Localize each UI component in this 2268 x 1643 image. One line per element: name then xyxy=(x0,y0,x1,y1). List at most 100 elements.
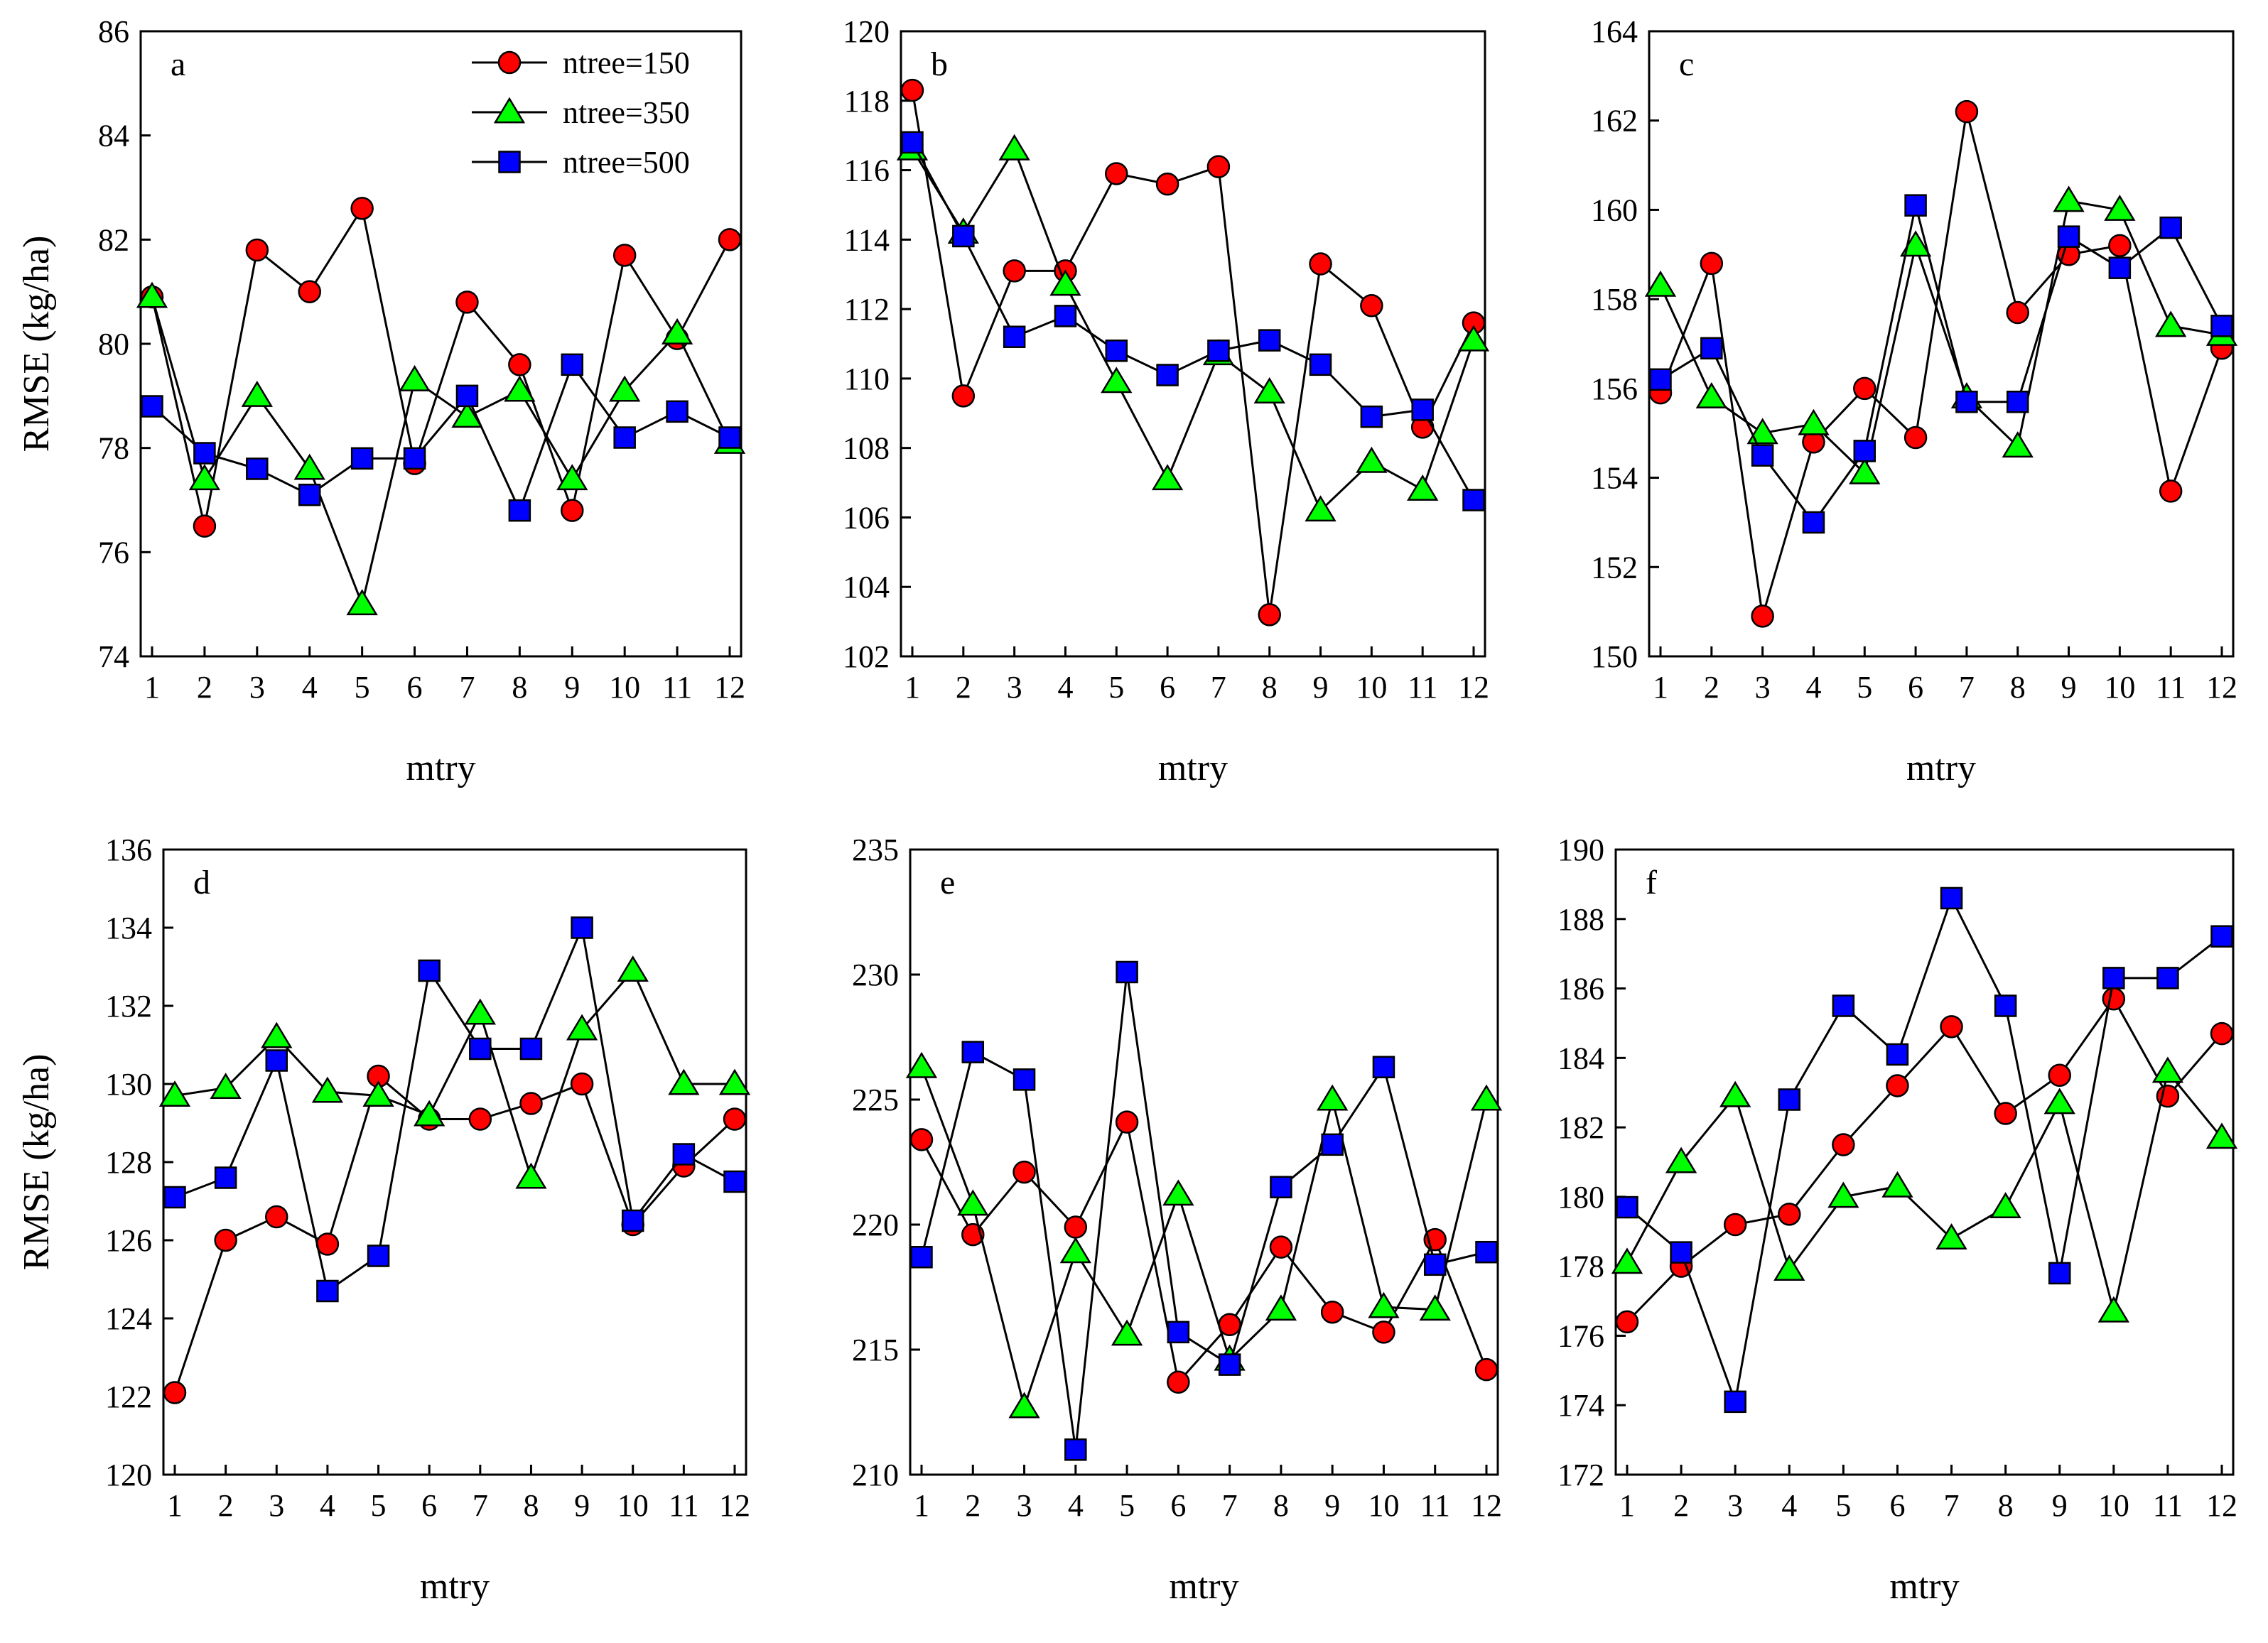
data-point xyxy=(1253,377,1285,403)
x-tick-label: 1 xyxy=(904,670,920,705)
panel-letter: a xyxy=(171,45,185,83)
x-tick-label: 4 xyxy=(1805,670,1821,705)
data-point xyxy=(245,238,269,262)
y-tick-label: 114 xyxy=(844,222,890,257)
data-point xyxy=(261,1021,293,1048)
y-tick-label: 112 xyxy=(844,292,890,327)
data-point xyxy=(464,998,496,1025)
x-tick-label: 1 xyxy=(1619,1488,1635,1523)
x-tick-label: 1 xyxy=(167,1488,183,1523)
data-point xyxy=(293,453,325,480)
data-point xyxy=(1360,405,1383,428)
y-tick-label: 225 xyxy=(852,1083,899,1117)
data-point xyxy=(399,364,431,391)
data-point xyxy=(1151,464,1184,491)
data-point xyxy=(1832,994,1855,1017)
y-tick-label: 104 xyxy=(843,570,890,604)
x-tick-label: 7 xyxy=(459,670,475,705)
x-tick-label: 6 xyxy=(1889,1488,1905,1523)
x-tick-label: 8 xyxy=(1998,1488,2014,1523)
data-point xyxy=(1064,1215,1088,1239)
data-point xyxy=(672,1143,696,1166)
data-point xyxy=(723,1170,746,1193)
data-point xyxy=(2048,1262,2071,1285)
data-point xyxy=(265,1205,288,1229)
y-tick-label: 118 xyxy=(844,84,890,119)
data-point xyxy=(1372,1321,1395,1344)
data-point xyxy=(519,1037,543,1061)
data-point xyxy=(2102,987,2126,1011)
y-tick-label: 136 xyxy=(105,833,152,867)
x-tick-label: 5 xyxy=(355,670,370,705)
legend-label: ntree=350 xyxy=(563,95,690,130)
data-point xyxy=(1115,1110,1139,1134)
x-tick-label: 2 xyxy=(956,670,971,705)
x-tick-label: 8 xyxy=(523,1488,539,1523)
data-point xyxy=(210,1073,242,1099)
x-tick-label: 9 xyxy=(574,1488,590,1523)
y-tick-label: 86 xyxy=(98,14,129,49)
x-axis-title: mtry xyxy=(1169,1566,1238,1607)
data-point xyxy=(1003,325,1026,348)
data-point xyxy=(403,447,426,470)
data-point xyxy=(1162,1179,1194,1206)
x-tick-label: 10 xyxy=(2104,670,2135,705)
data-point xyxy=(367,1245,390,1267)
x-tick-label: 10 xyxy=(2098,1488,2129,1523)
y-tick-label: 124 xyxy=(105,1301,152,1336)
x-tick-label: 1 xyxy=(914,1488,929,1523)
data-point xyxy=(2057,225,2080,248)
panel-letter: e xyxy=(940,864,955,901)
data-point xyxy=(571,916,593,939)
data-point xyxy=(1003,259,1026,283)
data-point xyxy=(718,228,742,251)
data-point xyxy=(1955,390,1978,413)
data-point xyxy=(1167,1321,1190,1344)
data-point xyxy=(556,464,588,491)
data-point xyxy=(136,281,168,308)
data-point xyxy=(1407,474,1439,501)
y-axis-title: RMSE (kg/ha) xyxy=(16,1054,57,1271)
data-point xyxy=(661,318,693,345)
data-point xyxy=(2053,185,2085,212)
series-ntree-350 xyxy=(1644,185,2238,484)
data-point xyxy=(1356,446,1388,473)
y-tick-label: 84 xyxy=(98,119,129,153)
data-point xyxy=(905,1051,938,1078)
data-point xyxy=(1360,293,1383,318)
data-point xyxy=(1940,1015,1963,1039)
x-tick-label: 9 xyxy=(1324,1488,1340,1523)
legend: ntree=150 ntree=350 ntree=500 xyxy=(472,45,690,180)
data-point xyxy=(1054,305,1077,327)
data-point xyxy=(617,955,649,982)
y-tick-label: 106 xyxy=(843,500,890,535)
data-point xyxy=(1700,251,1724,276)
x-tick-label: 7 xyxy=(1959,670,1975,705)
series-ntree-150 xyxy=(1648,99,2234,628)
legend-marker xyxy=(493,97,526,124)
series-ntree-150 xyxy=(909,1110,1498,1394)
x-tick-label: 12 xyxy=(1471,1488,1502,1523)
y-tick-label: 184 xyxy=(1557,1041,1604,1075)
y-tick-label: 174 xyxy=(1557,1388,1604,1423)
data-point xyxy=(1853,440,1876,462)
data-point xyxy=(961,1041,985,1063)
x-tick-label: 11 xyxy=(1420,1488,1450,1523)
data-point xyxy=(666,400,688,423)
data-point xyxy=(455,384,479,408)
data-point xyxy=(350,447,374,470)
data-point xyxy=(1751,444,1774,467)
panel-letter: d xyxy=(193,864,210,901)
x-tick-label: 4 xyxy=(1057,670,1073,705)
x-tick-label: 6 xyxy=(421,1488,437,1523)
data-point xyxy=(1832,1133,1855,1156)
data-point xyxy=(1616,1195,1638,1219)
x-tick-label: 10 xyxy=(617,1488,649,1523)
x-tick-label: 3 xyxy=(1017,1488,1032,1523)
x-tick-label: 2 xyxy=(965,1488,981,1523)
data-point xyxy=(1719,1080,1751,1107)
